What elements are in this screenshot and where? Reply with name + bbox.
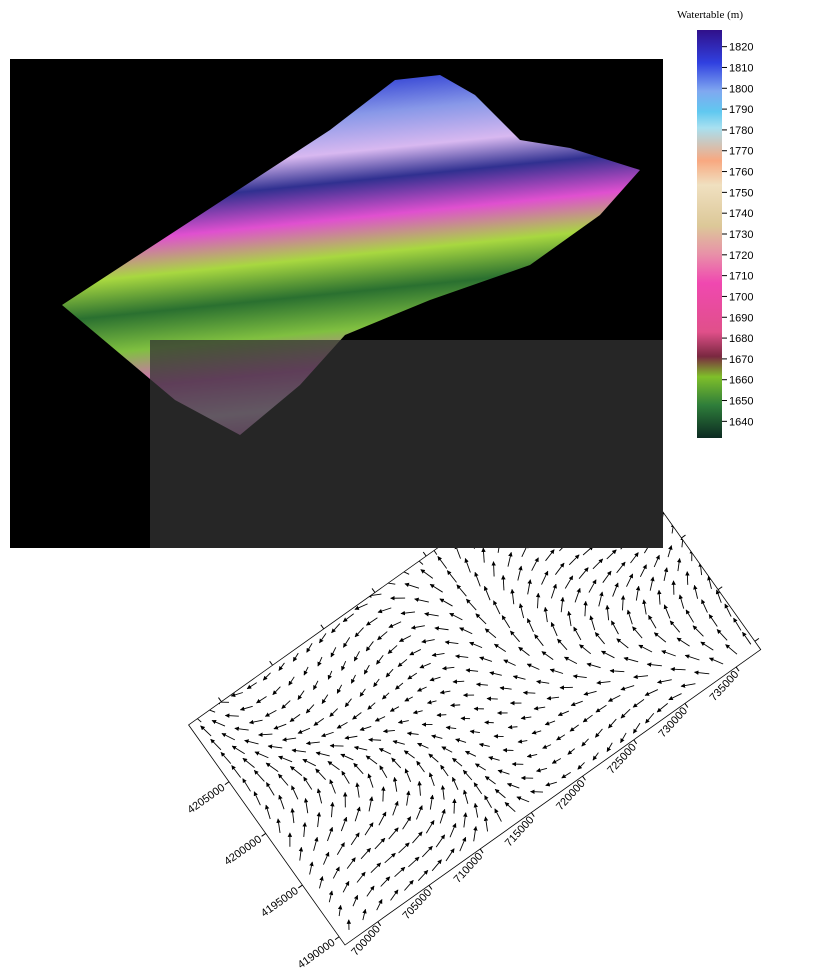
x-tick-top (270, 661, 273, 665)
colorbar-ticks: 1640 1650 1660 1670 1680 1690 1700 1710 1720 1730… (722, 42, 753, 429)
x-tick-top (423, 552, 426, 556)
overlay (150, 340, 663, 548)
colorbar-tick-label: 1730 (729, 229, 753, 241)
y-tick-label: 4195000 (259, 885, 301, 920)
colorbar-tick-label: 1690 (729, 312, 753, 324)
y-tick-right (755, 638, 759, 641)
y-tick-label: 4200000 (222, 833, 264, 868)
colorbar-tick-label: 1770 (729, 146, 753, 158)
x-tick (531, 813, 534, 817)
colorbar-tick-label: 1820 (729, 42, 753, 54)
colorbar-tick-label: 1810 (729, 62, 753, 74)
y-tick-label: 4190000 (296, 937, 338, 972)
colorbar-tick-label: 1680 (729, 333, 753, 345)
colorbar-tick-label: 1650 (729, 396, 753, 408)
y-tick-right (681, 535, 685, 538)
y-tick (335, 937, 339, 940)
x-tick (583, 776, 586, 780)
colorbar-tick-label: 1790 (729, 104, 753, 116)
colorbar-tick-label: 1780 (729, 125, 753, 137)
colorbar-tick-label: 1720 (729, 250, 753, 262)
x-tick (429, 885, 432, 889)
x-tick (378, 922, 381, 926)
colorbar-tick-label: 1710 (729, 271, 753, 283)
x-tick (736, 667, 739, 671)
y-tick-right (718, 587, 722, 590)
colorbar-tick-label: 1660 (729, 375, 753, 387)
y-tick (262, 833, 266, 836)
x-tick-top (372, 588, 375, 592)
colorbar-tick-label: 1700 (729, 291, 753, 303)
colorbar-tick-label: 1670 (729, 354, 753, 366)
x-tick (685, 703, 688, 707)
x-tick-top (321, 625, 324, 629)
y-tick (225, 782, 229, 785)
colorbar-tick-label: 1740 (729, 208, 753, 220)
x-tick (480, 849, 483, 853)
figure: Sabalan Mountain 70000070500071000071500… (0, 0, 818, 979)
colorbar (697, 30, 722, 438)
colorbar-tick-label: 1750 (729, 187, 753, 199)
x-tick (634, 740, 637, 744)
y-tick-label: 4205000 (185, 782, 227, 817)
colorbar-tick-label: 1800 (729, 83, 753, 95)
colorbar-tick-label: 1640 (729, 416, 753, 428)
x-tick-top (218, 698, 221, 702)
colorbar-tick-label: 1760 (729, 167, 753, 179)
colorbar-label: Watertable (m) (677, 9, 743, 21)
y-tick (298, 885, 302, 888)
